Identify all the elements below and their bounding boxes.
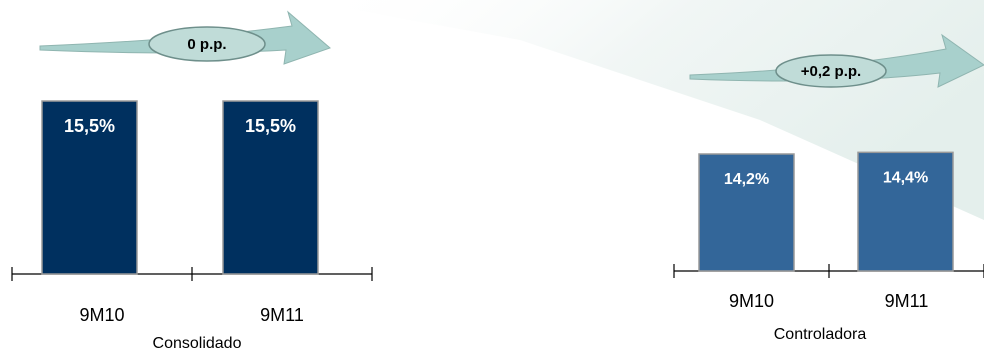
chart-consolidado: 0 p.p. 15,5% 9M10 15,5% 9M11 Consolidado [11,10,373,352]
change-label: +0,2 p.p. [801,63,861,80]
bar [857,151,954,272]
chart-controladora: +0,2 p.p. 14,2% 9M10 14,4% 9M11 Controladora [673,33,984,343]
background-swoosh [300,0,984,220]
x-tick-label: 9M10 [79,305,124,325]
bar-data-label: 15,5% [64,116,115,136]
bar [41,100,138,275]
change-label: 0 p.p. [187,36,226,53]
bar-data-label: 14,4% [883,169,928,186]
x-tick-label: 9M10 [729,291,774,311]
bar [222,100,319,275]
bar-data-label: 15,5% [245,116,296,136]
change-badge [775,54,887,88]
bar-data-label: 14,2% [724,171,769,188]
x-tick-label: 9M11 [885,291,929,311]
x-tick-label: 9M11 [260,305,304,325]
bar [698,153,795,272]
group-label: Controladora [774,326,867,343]
change-badge [148,26,266,62]
group-label: Consolidado [153,335,242,352]
